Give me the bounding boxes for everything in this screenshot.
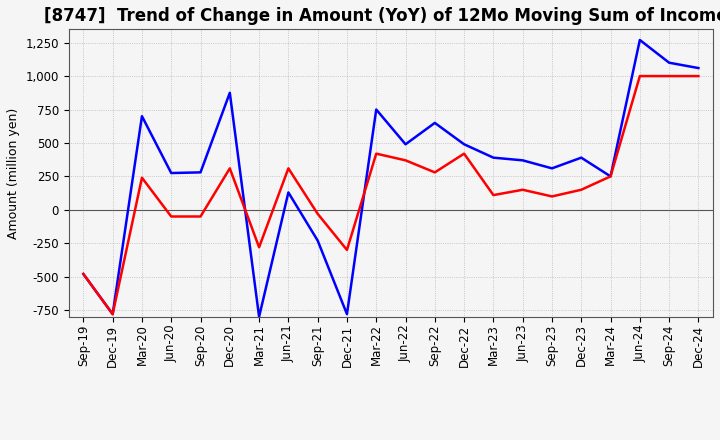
Net Income: [255, 245, 264, 250]
Net Income: [401, 158, 410, 163]
Line: Ordinary Income: Ordinary Income: [84, 40, 698, 317]
Ordinary Income: [460, 142, 469, 147]
Net Income: [431, 170, 439, 175]
Net Income: [577, 187, 585, 192]
Ordinary Income: [636, 37, 644, 43]
Net Income: [636, 73, 644, 79]
Net Income: [108, 312, 117, 317]
Ordinary Income: [431, 120, 439, 125]
Net Income: [167, 214, 176, 219]
Net Income: [518, 187, 527, 192]
Ordinary Income: [255, 314, 264, 319]
Ordinary Income: [548, 166, 557, 171]
Net Income: [79, 271, 88, 277]
Net Income: [665, 73, 673, 79]
Ordinary Income: [343, 312, 351, 317]
Ordinary Income: [665, 60, 673, 66]
Net Income: [284, 166, 293, 171]
Ordinary Income: [606, 174, 615, 179]
Net Income: [225, 166, 234, 171]
Ordinary Income: [518, 158, 527, 163]
Net Income: [196, 214, 204, 219]
Net Income: [489, 192, 498, 198]
Net Income: [343, 247, 351, 253]
Ordinary Income: [372, 107, 381, 112]
Ordinary Income: [401, 142, 410, 147]
Net Income: [460, 151, 469, 156]
Ordinary Income: [225, 90, 234, 95]
Title: [8747]  Trend of Change in Amount (YoY) of 12Mo Moving Sum of Incomes: [8747] Trend of Change in Amount (YoY) o…: [44, 7, 720, 25]
Line: Net Income: Net Income: [84, 76, 698, 314]
Ordinary Income: [489, 155, 498, 160]
Net Income: [606, 174, 615, 179]
Net Income: [313, 211, 322, 216]
Ordinary Income: [108, 312, 117, 317]
Net Income: [694, 73, 703, 79]
Net Income: [372, 151, 381, 156]
Ordinary Income: [313, 238, 322, 243]
Ordinary Income: [79, 271, 88, 277]
Ordinary Income: [694, 66, 703, 71]
Ordinary Income: [138, 114, 146, 119]
Ordinary Income: [196, 170, 204, 175]
Ordinary Income: [167, 170, 176, 176]
Ordinary Income: [284, 190, 293, 195]
Net Income: [548, 194, 557, 199]
Net Income: [138, 175, 146, 180]
Ordinary Income: [577, 155, 585, 160]
Y-axis label: Amount (million yen): Amount (million yen): [7, 107, 20, 238]
